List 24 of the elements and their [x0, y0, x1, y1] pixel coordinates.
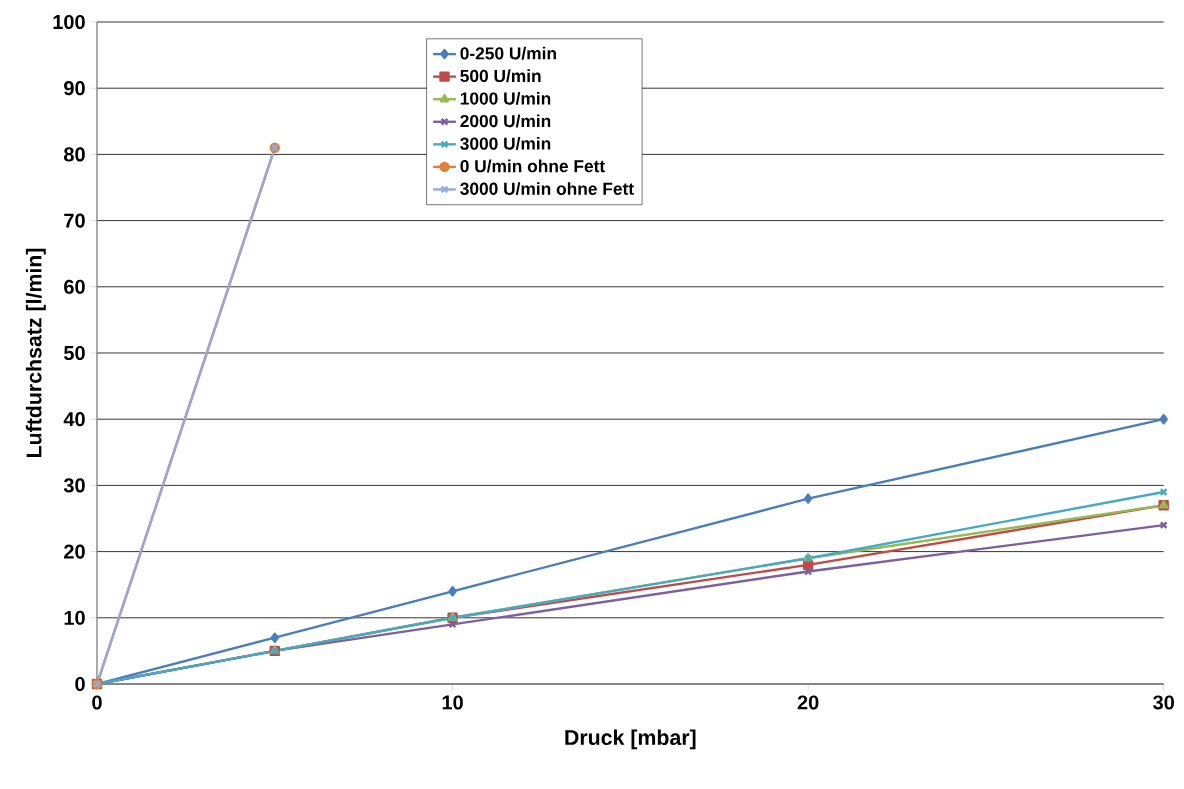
y-tick-label: 70 — [64, 213, 85, 228]
legend-label: 3000 U/min — [460, 137, 551, 150]
y-tick-label: 20 — [64, 544, 85, 559]
y-tick-label: 80 — [64, 147, 85, 162]
y-tick-label: 40 — [63, 412, 85, 427]
y-tick-label: 10 — [64, 610, 85, 625]
legend-label: 3000 U/min ohne Fett — [460, 182, 634, 196]
y-tick-label: 30 — [63, 478, 85, 493]
x-axis-title: Druck [mbar] — [565, 729, 696, 750]
legend-label: 0-250 U/min — [460, 46, 556, 60]
x-tick-label: 20 — [797, 695, 819, 710]
x-tick-label: 0 — [92, 695, 102, 710]
x-tick-label: 10 — [442, 695, 463, 710]
y-tick-label: 100 — [53, 14, 85, 30]
legend-label: 500 U/min — [460, 69, 541, 83]
y-axis-title: Luftdurchsatz [l/min] — [25, 248, 46, 458]
y-tick-label: 0 — [75, 676, 85, 692]
y-tick-label: 90 — [64, 81, 85, 96]
legend-label: 0 U/min ohne Fett — [460, 159, 605, 173]
y-tick-label: 50 — [63, 345, 85, 361]
y-tick-label: 60 — [64, 279, 85, 294]
legend-label: 2000 U/min — [460, 114, 551, 128]
legend-label: 1000 U/min — [460, 91, 551, 105]
x-tick-label: 30 — [1153, 695, 1174, 710]
